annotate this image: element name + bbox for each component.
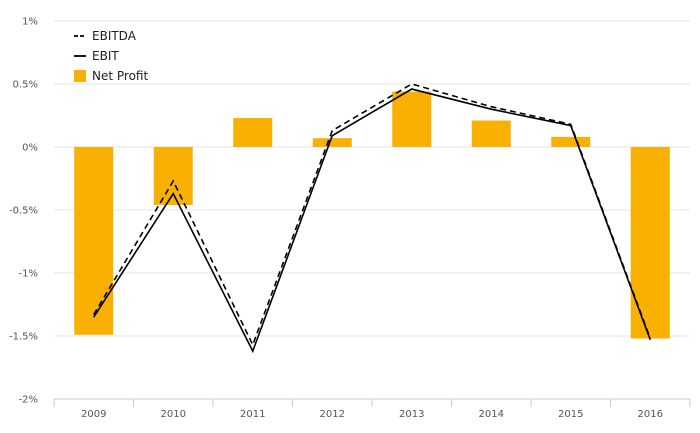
net-profit-bar — [392, 91, 432, 147]
y-tick-label: -1.5% — [9, 332, 38, 343]
ebit-line — [93, 88, 652, 354]
x-tick-label: 2010 — [161, 409, 186, 420]
y-tick-label: 0% — [22, 143, 38, 154]
net-profit-bar — [233, 118, 273, 147]
line-series — [93, 83, 652, 354]
x-tick-label: 2016 — [638, 409, 663, 420]
x-tick-label: 2014 — [479, 409, 504, 420]
x-tick-label: 2009 — [81, 409, 106, 420]
y-tick-label: -1% — [19, 269, 38, 280]
legend-label-net-profit: Net Profit — [92, 69, 148, 83]
x-axis: 2009 2010 2011 2012 2013 2014 2015 2016 — [53, 398, 691, 420]
grid — [54, 20, 690, 400]
y-tick-label: -2% — [19, 395, 38, 406]
x-tick-label: 2013 — [399, 409, 424, 420]
legend: EBITDA EBIT Net Profit — [74, 29, 148, 83]
net-profit-bar — [630, 147, 670, 339]
x-tick-label: 2015 — [558, 409, 583, 420]
ebitda-line — [93, 83, 652, 347]
x-tick-label: 2011 — [240, 409, 265, 420]
net-profit-bar — [471, 120, 511, 147]
y-tick-label: 1% — [22, 17, 38, 28]
net-profit-bar — [312, 138, 352, 147]
net-profit-bar — [74, 147, 114, 335]
legend-label-ebitda: EBITDA — [92, 29, 137, 43]
net-profit-bar — [153, 147, 193, 205]
y-tick-label: 0.5% — [13, 80, 38, 91]
y-tick-label: -0.5% — [9, 206, 38, 217]
net-profit-bar — [551, 136, 591, 147]
net-profit-bars — [74, 91, 670, 339]
legend-swatch-net-profit — [74, 70, 86, 82]
legend-label-ebit: EBIT — [92, 49, 119, 63]
x-tick-label: 2012 — [320, 409, 345, 420]
y-axis: 1% 0.5% 0% -0.5% -1% -1.5% -2% — [9, 17, 38, 406]
